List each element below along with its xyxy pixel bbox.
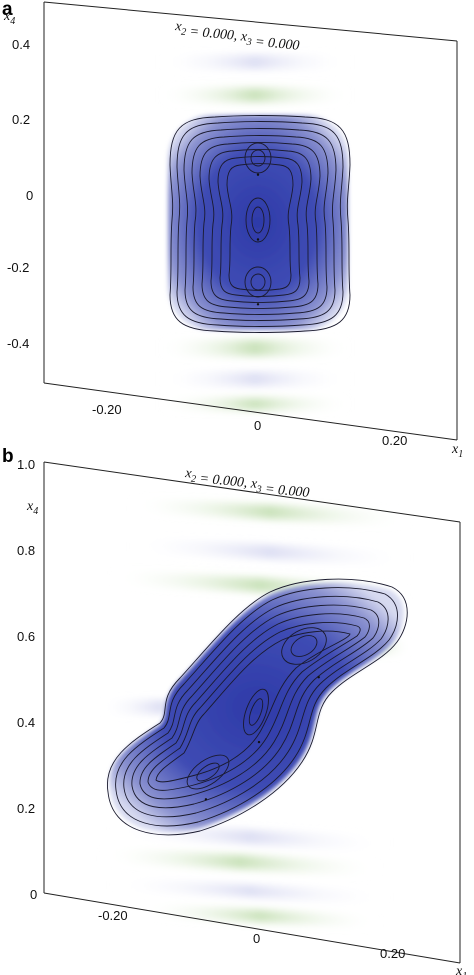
peak-marker — [256, 173, 260, 176]
panel-b-ytick: 0.4 — [17, 715, 35, 730]
panel-a-ytick: 0.4 — [12, 37, 30, 52]
panel-a-fringes — [160, 55, 350, 410]
panel-a-xtick: 0 — [254, 418, 261, 433]
panel-a-ytick: -0.2 — [7, 260, 29, 275]
panel-b-xtick: 0.20 — [380, 946, 405, 961]
panel-b-title: x2 = 0.000, x3 = 0.000 — [183, 466, 311, 501]
peak-marker — [317, 676, 320, 679]
panel-b: b — [2, 446, 467, 975]
panel-a-xticks: -0.20 0 0.20 — [92, 402, 407, 448]
panel-a-density — [168, 115, 348, 330]
peak-marker — [256, 303, 260, 306]
panel-b-xlabel: x1 — [455, 964, 467, 975]
panel-a-ytick: 0.2 — [12, 112, 30, 127]
panel-b-ytick: 0.2 — [17, 801, 35, 816]
peak-marker — [256, 238, 260, 241]
panel-b-xtick: 0 — [253, 931, 260, 946]
panel-a-xtick: -0.20 — [92, 402, 122, 417]
peak-marker — [257, 740, 261, 744]
panel-a-xtick: 0.20 — [382, 433, 407, 448]
panel-b-xticks: -0.20 0 0.20 — [98, 908, 405, 961]
panel-b-contours — [106, 578, 408, 836]
panel-b-yticks: 1.0 0.8 0.6 0.4 0.2 0 — [17, 457, 37, 902]
panel-b-ytick: 1.0 — [17, 457, 35, 472]
panel-a-contours — [169, 115, 351, 333]
panel-a-ytick: 0 — [26, 188, 33, 203]
panel-b-density — [109, 582, 404, 832]
panel-a-frame — [43, 1, 458, 441]
panel-a-label: a — [2, 0, 13, 20]
panel-a-ylabel: x4 — [3, 9, 15, 27]
panel-a-yticks: 0.4 0.2 0 -0.2 -0.4 — [7, 37, 33, 351]
panel-b-ytick: 0.8 — [17, 543, 35, 558]
panel-a-xlabel: x1 — [451, 442, 463, 460]
panel-a-ytick: -0.4 — [7, 336, 29, 351]
panel-b-xtick: -0.20 — [98, 908, 128, 923]
panel-b-frame — [43, 461, 461, 964]
panel-b-ytick: 0 — [30, 887, 37, 902]
panel-b-ylabel: x4 — [26, 499, 38, 517]
panel-a: a — [2, 0, 463, 460]
peak-marker — [204, 798, 208, 801]
panel-b-label: b — [2, 446, 14, 467]
panel-b-ytick: 0.6 — [17, 629, 35, 644]
